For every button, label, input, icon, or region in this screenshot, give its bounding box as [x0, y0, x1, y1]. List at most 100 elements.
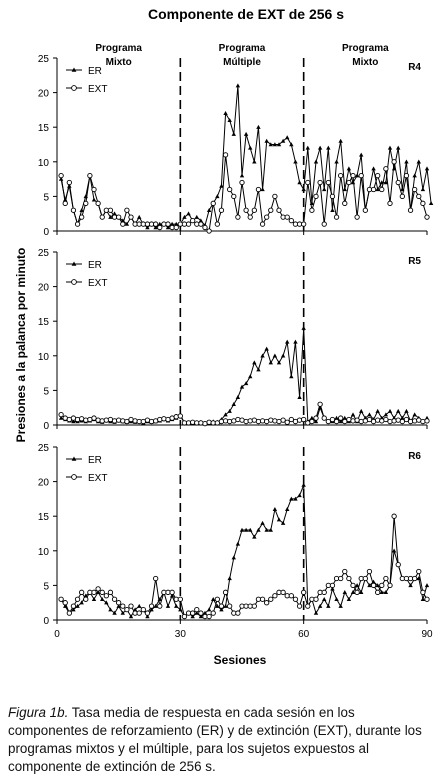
data-point-er: [79, 207, 84, 212]
data-point-er: [239, 527, 245, 532]
data-point-er: [424, 583, 430, 588]
data-point-er: [215, 194, 220, 199]
data-point-ext: [124, 207, 130, 213]
data-point-ext: [292, 596, 299, 602]
data-point-er: [338, 419, 343, 424]
data-point-ext: [338, 575, 344, 582]
data-point-ext: [412, 418, 418, 424]
data-point-ext: [317, 401, 323, 407]
data-point-ext: [70, 603, 77, 609]
data-point-ext: [391, 159, 397, 165]
data-point-er: [268, 527, 273, 532]
data-point-er: [194, 610, 199, 615]
data-point-ext: [177, 413, 183, 419]
figure-title: Componente de EXT de 256 s: [148, 6, 344, 22]
data-point-ext: [264, 214, 270, 220]
data-point-ext: [284, 419, 290, 425]
data-point-ext: [222, 589, 229, 595]
y-tick-label: 5: [43, 192, 49, 203]
data-point-ext: [173, 414, 179, 420]
data-point-er: [379, 590, 384, 595]
data-point-er: [313, 419, 319, 424]
data-point-ext: [362, 207, 368, 213]
data-point-ext: [387, 200, 393, 206]
data-point-er: [317, 603, 323, 608]
y-tick-label: 25: [38, 443, 50, 454]
data-point-er: [367, 412, 372, 417]
data-point-er: [383, 180, 389, 185]
data-point-ext: [276, 207, 282, 213]
data-point-er: [248, 374, 253, 379]
data-point-ext: [313, 415, 319, 421]
data-point-ext: [420, 200, 426, 206]
data-point-er: [359, 408, 364, 413]
phase-label: Programa: [342, 43, 389, 54]
data-point-er: [165, 225, 171, 230]
data-point-er: [272, 506, 278, 511]
data-point-er: [252, 360, 257, 365]
data-point-ext: [268, 596, 274, 602]
data-point-ext: [99, 418, 105, 424]
series-line-ext: [60, 154, 428, 232]
data-point-er: [243, 131, 249, 136]
data-point-ext: [383, 166, 389, 172]
data-point-er: [412, 412, 417, 417]
data-point-er: [285, 135, 290, 140]
data-point-ext: [218, 603, 225, 609]
data-point-ext: [375, 172, 381, 179]
data-point-ext: [416, 568, 422, 575]
data-point-er: [272, 142, 278, 147]
data-point-ext: [412, 575, 418, 582]
x-tick-label: 60: [298, 629, 310, 640]
data-point-er: [297, 493, 302, 498]
data-point-ext: [83, 200, 89, 206]
data-point-er: [404, 159, 409, 164]
data-point-er: [326, 145, 331, 150]
data-point-ext: [235, 416, 241, 423]
data-point-er: [264, 138, 269, 143]
x-tick-label: 90: [421, 629, 433, 640]
data-point-er: [391, 548, 397, 553]
data-point-er: [243, 381, 249, 386]
data-point-ext: [177, 596, 183, 602]
data-point-er: [293, 496, 298, 501]
data-point-ext: [387, 582, 393, 589]
data-point-ext: [190, 610, 196, 616]
data-point-ext: [259, 418, 266, 424]
data-point-er: [420, 596, 426, 601]
data-point-er: [137, 214, 142, 219]
phase-label: Programa: [95, 43, 142, 54]
data-point-er: [322, 187, 327, 192]
data-point-er: [256, 124, 261, 129]
data-point-ext: [391, 513, 397, 519]
data-point-er: [153, 603, 158, 608]
data-point-er: [231, 131, 236, 136]
data-point-er: [301, 187, 306, 192]
data-point-ext: [329, 582, 336, 589]
data-point-ext: [268, 417, 274, 423]
data-point-ext: [342, 418, 348, 425]
data-point-er: [396, 408, 401, 413]
data-point-ext: [268, 207, 274, 213]
data-point-er: [400, 415, 405, 420]
data-point-ext: [83, 596, 89, 602]
data-point-ext: [350, 418, 356, 424]
data-point-ext: [153, 221, 159, 227]
data-point-ext: [210, 200, 216, 206]
data-point-ext: [95, 417, 101, 423]
data-point-er: [330, 207, 335, 212]
data-point-er: [396, 145, 401, 150]
data-point-er: [289, 374, 294, 379]
data-point-er: [137, 603, 142, 608]
data-point-ext: [103, 593, 109, 599]
data-point-ext: [227, 418, 233, 425]
data-point-er: [342, 187, 347, 192]
data-point-er: [165, 603, 171, 608]
y-tick-label: 15: [38, 512, 50, 523]
data-point-ext: [280, 417, 286, 423]
data-point-er: [112, 610, 117, 615]
data-point-er: [301, 482, 306, 487]
data-point-er: [280, 138, 286, 143]
subject-label: R5: [408, 256, 421, 267]
data-point-ext: [202, 224, 208, 231]
